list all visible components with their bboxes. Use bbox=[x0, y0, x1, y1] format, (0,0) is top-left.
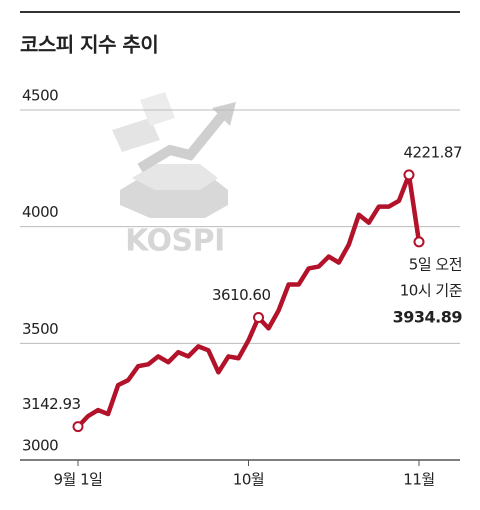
point-marker bbox=[413, 236, 425, 248]
annotation: 10시 기준 bbox=[400, 282, 463, 300]
annotation: 5일 오전 bbox=[409, 256, 462, 274]
point-marker bbox=[253, 312, 265, 324]
chart-title: 코스피 지수 추이 bbox=[20, 33, 158, 57]
point-marker bbox=[72, 421, 84, 433]
y-tick-label: 3000 bbox=[22, 437, 58, 455]
data-label: 3610.60 bbox=[212, 286, 271, 304]
x-tick-label: 10월 bbox=[233, 471, 264, 489]
y-tick-label: 4000 bbox=[22, 203, 58, 221]
x-tick-label: 11월 bbox=[403, 471, 434, 489]
y-tick-label: 3500 bbox=[22, 320, 58, 338]
watermark: KOSPI bbox=[125, 224, 225, 259]
data-label: 3934.89 bbox=[393, 308, 463, 327]
y-tick-label: 4500 bbox=[22, 87, 58, 105]
data-label: 3142.93 bbox=[22, 395, 81, 413]
point-marker bbox=[403, 169, 415, 181]
line bbox=[76, 172, 422, 429]
x-tick-label: 9월 1일 bbox=[54, 471, 103, 489]
data-label: 4221.87 bbox=[403, 143, 462, 161]
watermark-icon bbox=[112, 92, 236, 218]
